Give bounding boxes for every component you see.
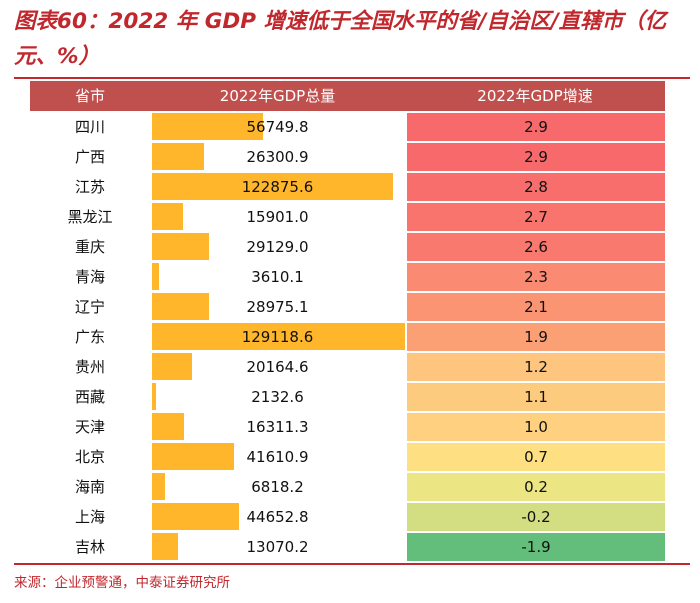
gdp-bar [152, 413, 184, 440]
table-row: 重庆 29129.0 2.6 [30, 232, 665, 262]
gdp-value: 3610.1 [251, 268, 304, 286]
table-row: 西藏 2132.6 1.1 [30, 382, 665, 412]
province-name: 吉林 [74, 538, 105, 556]
gdp-bar [152, 293, 209, 320]
gdp-bar [152, 473, 165, 500]
growth-value: 2.6 [407, 233, 665, 261]
table-row: 北京 41610.9 0.7 [30, 442, 665, 472]
province-name: 广西 [74, 148, 105, 166]
province-name: 西藏 [74, 388, 105, 406]
growth-value: 2.7 [407, 203, 665, 231]
table-row: 江苏 122875.6 2.8 [30, 172, 665, 202]
growth-value: 2.9 [407, 143, 665, 171]
gdp-bar [152, 203, 183, 230]
table-row: 广西 26300.9 2.9 [30, 142, 665, 172]
table-row: 青海 3610.1 2.3 [30, 262, 665, 292]
growth-value: 0.2 [407, 473, 665, 501]
table-row: 天津 16311.3 1.0 [30, 412, 665, 442]
gdp-value: 122875.6 [241, 178, 314, 196]
province-name: 天津 [74, 418, 105, 436]
table-row: 上海 44652.8 -0.2 [30, 502, 665, 532]
gdp-value: 129118.6 [241, 328, 314, 346]
province-name: 海南 [74, 478, 105, 496]
province-name: 广东 [74, 328, 105, 346]
growth-value: 1.2 [407, 353, 665, 381]
table-row: 广东 129118.6 1.9 [30, 322, 665, 352]
header-growth: 2022年GDP增速 [477, 87, 593, 105]
table-row: 贵州 20164.6 1.2 [30, 352, 665, 382]
gdp-value: 56749.8 [246, 118, 309, 136]
gdp-value: 26300.9 [246, 148, 309, 166]
gdp-bar [152, 233, 209, 260]
province-name: 黑龙江 [67, 208, 113, 226]
growth-value: 2.1 [407, 293, 665, 321]
gdp-value: 15901.0 [246, 208, 309, 226]
province-name: 辽宁 [74, 298, 105, 316]
table-row: 吉林 13070.2 -1.9 [30, 532, 665, 562]
gdp-value: 28975.1 [246, 298, 309, 316]
province-name: 四川 [74, 118, 105, 136]
table-row: 四川 56749.8 2.9 [30, 112, 665, 142]
table-row: 海南 6818.2 0.2 [30, 472, 665, 502]
gdp-value: 6818.2 [251, 478, 304, 496]
source-note: 来源：企业预警通，中泰证券研究所 [14, 575, 230, 591]
growth-value: 1.0 [407, 413, 665, 441]
table-row: 黑龙江 15901.0 2.7 [30, 202, 665, 232]
gdp-bar [152, 263, 159, 290]
gdp-value: 16311.3 [246, 418, 309, 436]
growth-value: 2.8 [407, 173, 665, 201]
growth-value: -0.2 [407, 503, 665, 531]
gdp-value: 44652.8 [246, 508, 309, 526]
gdp-bar [152, 503, 239, 530]
gdp-value: 29129.0 [246, 238, 309, 256]
gdp-value: 20164.6 [246, 358, 309, 376]
gdp-value: 2132.6 [251, 388, 304, 406]
chart-title: 图表60：2022 年 GDP 增速低于全国水平的省/自治区/直辖市（亿元、%） [14, 9, 667, 69]
growth-value: 2.3 [407, 263, 665, 291]
gdp-bar [152, 383, 156, 410]
growth-value: 1.9 [407, 323, 665, 351]
growth-value: 0.7 [407, 443, 665, 471]
header-gdp: 2022年GDP总量 [219, 87, 336, 105]
gdp-bar [152, 143, 204, 170]
gdp-value: 41610.9 [246, 448, 309, 466]
title-rule [14, 77, 690, 79]
growth-value: 2.9 [407, 113, 665, 141]
province-name: 青海 [74, 268, 105, 286]
province-name: 重庆 [74, 238, 105, 256]
gdp-bar [152, 113, 263, 140]
growth-value: 1.1 [407, 383, 665, 411]
gdp-bar [152, 353, 192, 380]
gdp-bar [152, 173, 393, 200]
table-row: 辽宁 28975.1 2.1 [30, 292, 665, 322]
province-name: 北京 [74, 448, 105, 466]
growth-value: -1.9 [407, 533, 665, 561]
gdp-value: 13070.2 [246, 538, 309, 556]
header-province: 省市 [74, 87, 105, 105]
table-header: 省市 2022年GDP总量 2022年GDP增速 [30, 81, 665, 111]
bottom-rule [14, 563, 690, 565]
province-name: 贵州 [74, 358, 105, 376]
gdp-bar [152, 533, 178, 560]
province-name: 上海 [74, 508, 105, 526]
province-name: 江苏 [74, 178, 105, 196]
gdp-bar [152, 443, 234, 470]
gdp-bar [152, 323, 405, 350]
